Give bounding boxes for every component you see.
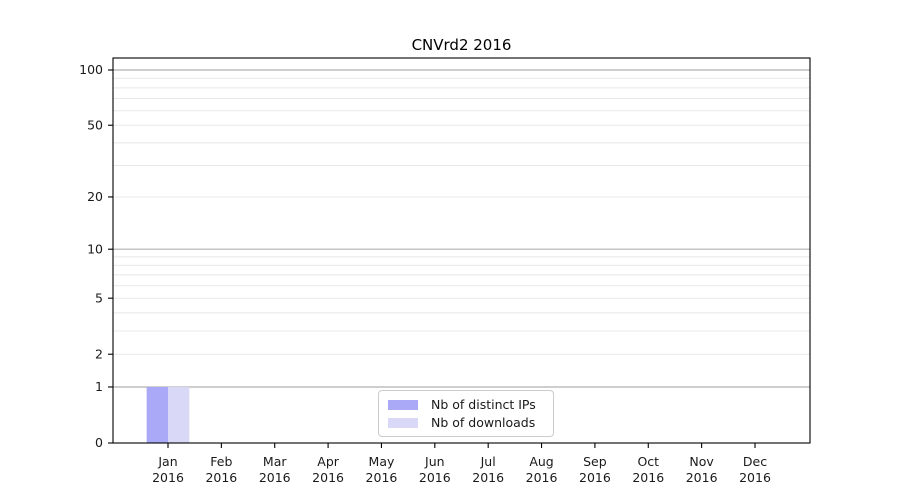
x-axis-tick-label-month: Mar: [263, 454, 287, 469]
y-axis-tick-label: 1: [95, 379, 103, 394]
x-axis-tick-label-month: May: [369, 454, 395, 469]
x-axis-tick-label-year: 2016: [205, 470, 237, 485]
x-axis-tick-label-month: Aug: [529, 454, 553, 469]
x-axis-tick-label-month: Dec: [743, 454, 767, 469]
x-axis-tick-label-month: Jan: [157, 454, 177, 469]
x-axis-tick-label-month: Feb: [210, 454, 232, 469]
x-axis-tick-label-year: 2016: [472, 470, 504, 485]
y-axis-tick-label: 10: [87, 241, 103, 256]
x-axis-tick-label-month: Apr: [317, 454, 339, 469]
x-axis-tick-label-month: Jul: [480, 454, 496, 469]
x-axis-tick-label-month: Oct: [637, 454, 659, 469]
y-axis-tick-label: 20: [87, 189, 103, 204]
x-axis-tick-label-month: Jun: [424, 454, 445, 469]
bar-distinct-ips-jan: [146, 386, 168, 443]
plot-border: [112, 57, 811, 444]
x-axis-tick-label-month: Sep: [583, 454, 607, 469]
x-axis-tick-label-year: 2016: [312, 470, 344, 485]
x-axis-tick-label-year: 2016: [579, 470, 611, 485]
x-axis-tick-label-month: Nov: [689, 454, 714, 469]
y-axis-tick-label: 0: [95, 435, 103, 450]
y-axis-tick-label: 5: [95, 290, 103, 305]
y-axis-tick-label: 50: [87, 117, 103, 132]
x-axis-tick-label-year: 2016: [526, 470, 558, 485]
x-axis-tick-label-year: 2016: [419, 470, 451, 485]
legend-item-downloads: Nb of downloads: [388, 415, 544, 430]
legend-swatch-distinct-ips: [388, 399, 418, 410]
y-axis-tick-label: 2: [95, 346, 103, 361]
x-axis-tick-label-year: 2016: [152, 470, 184, 485]
bar-downloads-jan: [168, 386, 190, 443]
x-axis-tick-label-year: 2016: [739, 470, 771, 485]
x-axis-tick-label-year: 2016: [632, 470, 664, 485]
x-axis-tick-label-year: 2016: [366, 470, 398, 485]
chart-title: CNVrd2 2016: [411, 36, 512, 54]
chart-legend: Nb of distinct IPs Nb of downloads: [378, 390, 554, 437]
legend-swatch-downloads: [388, 417, 418, 428]
x-axis-tick-label-year: 2016: [259, 470, 291, 485]
x-axis-tick-label-year: 2016: [686, 470, 718, 485]
legend-label-distinct-ips: Nb of distinct IPs: [431, 397, 536, 412]
legend-label-downloads: Nb of downloads: [431, 415, 536, 430]
legend-item-distinct-ips: Nb of distinct IPs: [388, 397, 544, 412]
y-axis-tick-label: 100: [79, 62, 103, 77]
